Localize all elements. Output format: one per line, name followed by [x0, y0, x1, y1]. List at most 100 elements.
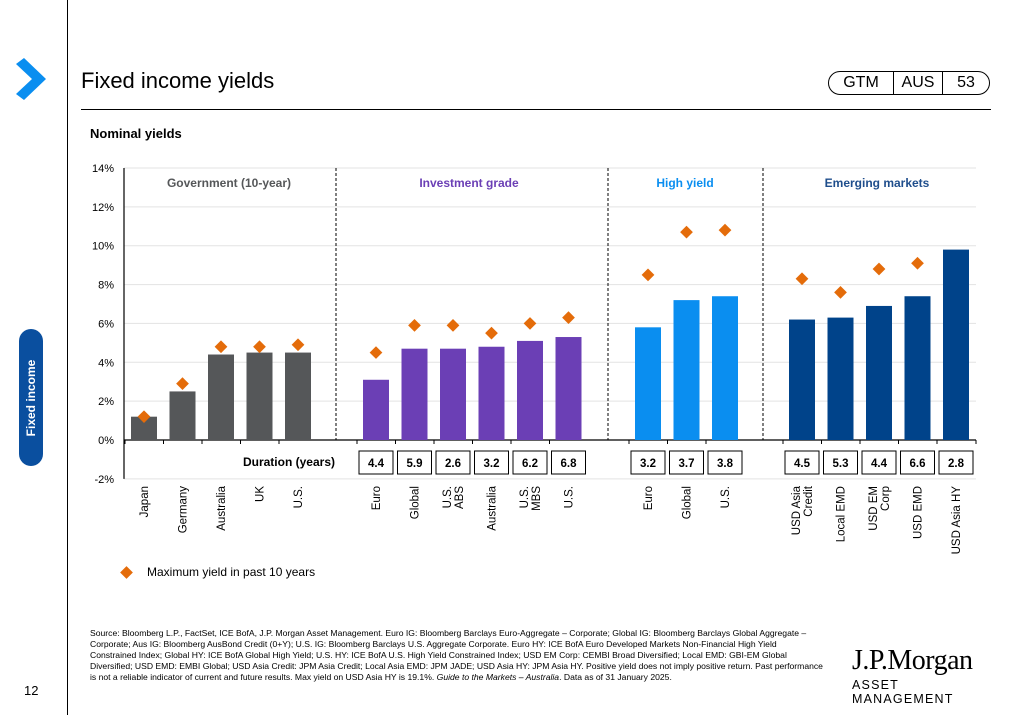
max-yield-marker — [408, 319, 421, 332]
category-label-line: U.S. — [564, 486, 576, 508]
duration-value: 6.6 — [910, 458, 926, 470]
category-label: U.S. — [564, 486, 576, 508]
y-tick-label: 6% — [98, 318, 114, 330]
max-yield-marker — [680, 225, 693, 239]
y-tick-label: 8% — [98, 280, 114, 292]
y-tick-label: 14% — [92, 163, 114, 175]
duration-value: 4.5 — [794, 458, 811, 470]
duration-box — [861, 450, 897, 475]
category-label: Australia — [487, 485, 499, 530]
duration-value: 4.4 — [871, 458, 888, 470]
bar — [635, 327, 661, 440]
legend-label: Maximum yield in past 10 years — [147, 565, 316, 579]
bar — [285, 352, 311, 440]
duration-box — [512, 450, 548, 475]
group-label: Investment grade — [419, 176, 519, 190]
bar — [246, 352, 273, 440]
duration-box — [435, 450, 471, 475]
bar — [440, 348, 466, 440]
footnote-publication: Guide to the Markets – Australia — [436, 672, 560, 682]
bar — [827, 317, 854, 440]
duration-value: 3.2 — [484, 458, 500, 470]
logo-wordmark: J.P.Morgan — [852, 645, 973, 676]
bar — [904, 296, 931, 440]
duration-value: 5.3 — [833, 458, 849, 470]
category-label: Japan — [139, 486, 151, 517]
category-label-line: Japan — [139, 486, 151, 517]
page-number: 12 — [24, 683, 39, 698]
category-label: U.S.MBS — [519, 486, 543, 511]
max-yield-marker — [523, 317, 537, 330]
group-label: High yield — [656, 176, 713, 190]
max-yield-marker — [718, 223, 732, 237]
bar — [866, 305, 892, 440]
duration-axis-label: Duration (years) — [243, 455, 335, 469]
legend-diamond-icon — [120, 565, 133, 579]
category-label: U.S. — [720, 486, 732, 508]
chevron-right-icon — [16, 58, 46, 100]
max-yield-marker — [214, 340, 228, 354]
duration-value: 6.2 — [522, 458, 538, 470]
max-yield-marker — [253, 340, 266, 354]
duration-box — [630, 450, 666, 475]
category-label-line: ABS — [454, 486, 466, 509]
footnote-text: Source: Bloomberg L.P., FactSet, ICE Bof… — [90, 628, 823, 682]
max-yield-marker — [291, 338, 305, 352]
y-tick-label: 12% — [92, 202, 114, 214]
category-label: USD AsiaCredit — [791, 485, 815, 535]
category-label: USD Asia HY — [951, 486, 963, 555]
max-yield-marker — [369, 346, 383, 359]
badge-gtm: GTM — [829, 72, 894, 94]
duration-box — [784, 450, 820, 475]
bar — [789, 319, 815, 440]
duration-box — [823, 450, 858, 475]
category-label: USD EMD — [913, 486, 925, 539]
bar — [673, 300, 700, 440]
category-label-line: Euro — [371, 486, 383, 510]
bar — [555, 337, 582, 440]
duration-box — [900, 450, 935, 475]
category-label: Local EMD — [836, 486, 848, 542]
duration-value: 6.8 — [561, 458, 578, 470]
bar — [943, 249, 969, 440]
category-label-line: Local EMD — [836, 486, 848, 542]
max-yield-marker — [872, 262, 886, 276]
bar — [401, 348, 428, 440]
category-label: U.S. — [293, 486, 305, 508]
category-label-line: USD EM — [868, 486, 880, 531]
section-tab-fixed-income[interactable]: Fixed income — [19, 329, 43, 466]
max-yield-marker — [795, 272, 809, 286]
duration-value: 3.8 — [717, 458, 734, 470]
page-title: Fixed income yields — [81, 68, 275, 93]
category-label-line: MBS — [531, 486, 543, 511]
category-label-line: Global — [682, 486, 694, 519]
category-label: Euro — [371, 486, 383, 510]
duration-value: 3.2 — [640, 458, 656, 470]
duration-box — [669, 450, 704, 475]
max-yield-marker — [911, 256, 924, 270]
source-footnote: Source: Bloomberg L.P., FactSet, ICE Bof… — [90, 628, 825, 683]
max-yield-marker — [641, 268, 655, 282]
category-label-line: U.S. — [519, 486, 531, 508]
bar — [478, 346, 505, 440]
slide-badge: GTM AUS 53 — [828, 71, 990, 95]
duration-box — [551, 450, 586, 475]
category-label-line: UK — [255, 486, 267, 502]
duration-box — [474, 450, 509, 475]
category-label-line: USD Asia — [791, 485, 803, 535]
duration-value: 2.6 — [445, 458, 461, 470]
category-label: Euro — [643, 486, 655, 510]
duration-value: 2.8 — [948, 458, 965, 470]
duration-value: 4.4 — [368, 458, 385, 470]
y-tick-label: 4% — [98, 357, 114, 369]
max-yield-marker — [176, 377, 189, 391]
category-label-line: Euro — [643, 486, 655, 510]
category-label: Global — [410, 486, 422, 519]
jpmorgan-logo: J.P.Morgan ASSET MANAGEMENT — [852, 645, 992, 707]
y-tick-label: 0% — [98, 435, 114, 447]
max-yield-marker — [834, 285, 847, 299]
category-label-line: Germany — [178, 486, 190, 534]
y-tick-label: 10% — [92, 241, 114, 253]
category-label-line: Global — [410, 486, 422, 519]
